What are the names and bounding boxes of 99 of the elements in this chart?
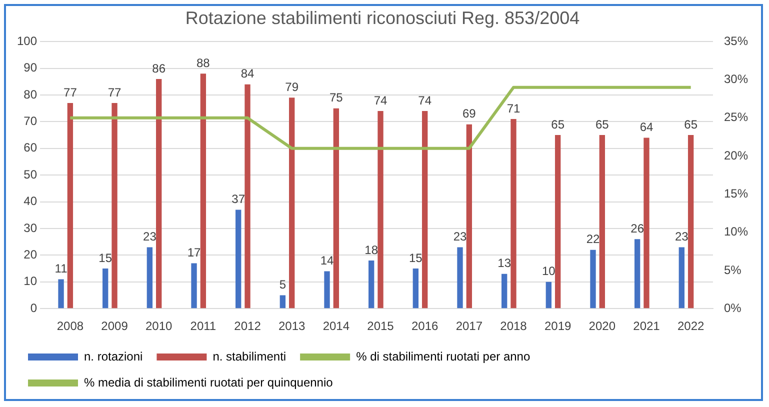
y-tick-label: 80 xyxy=(24,87,38,102)
bar xyxy=(200,74,206,308)
bar xyxy=(501,274,508,308)
x-tick-label: 2018 xyxy=(500,319,528,334)
chart-title: Rotazione stabilimenti riconosciuti Reg. 853/2004 xyxy=(185,8,580,28)
bar xyxy=(457,247,463,308)
bar xyxy=(191,263,197,308)
data-label: 23 xyxy=(674,230,689,244)
y-tick-label: 0 xyxy=(30,300,38,315)
x-tick-label: 2016 xyxy=(411,319,439,334)
bar xyxy=(67,103,74,308)
x-tick-label: 2022 xyxy=(677,319,704,334)
bar xyxy=(466,124,472,308)
y-tick-label: 40 xyxy=(24,194,38,208)
bar xyxy=(236,210,242,308)
data-label: 64 xyxy=(640,120,654,134)
data-label: 15 xyxy=(98,250,112,265)
data-label: 86 xyxy=(152,61,166,76)
data-label: 5 xyxy=(279,278,286,292)
bar xyxy=(678,247,684,308)
y-tick-label: 20 xyxy=(24,248,38,262)
data-label: 88 xyxy=(196,56,210,70)
x-tick-label: 2014 xyxy=(322,319,350,334)
x-tick-label: 2008 xyxy=(56,319,84,334)
data-label: 77 xyxy=(64,85,78,100)
bar xyxy=(546,282,552,308)
y2-tick-label: 0% xyxy=(724,300,742,315)
y-tick-label: 100 xyxy=(16,34,38,48)
data-label: 77 xyxy=(108,85,122,100)
data-label: 79 xyxy=(285,80,299,94)
data-label: 22 xyxy=(586,232,600,246)
bar xyxy=(289,98,295,308)
bar xyxy=(112,103,118,308)
bar xyxy=(156,78,162,308)
bar xyxy=(146,247,153,308)
bar xyxy=(644,138,650,308)
data-label: 11 xyxy=(54,262,68,276)
bar xyxy=(412,268,419,308)
bar xyxy=(280,295,286,308)
data-label: 26 xyxy=(630,221,644,236)
y2-tick-label: 15% xyxy=(724,186,748,200)
bar xyxy=(378,111,384,308)
data-label: 17 xyxy=(187,246,202,260)
x-tick-label: 2009 xyxy=(101,319,128,334)
data-label: 69 xyxy=(462,106,476,121)
bar xyxy=(554,135,561,308)
x-tick-label: 2017 xyxy=(456,319,483,334)
y-tick-label: 10 xyxy=(24,274,38,288)
x-tick-label: 2019 xyxy=(544,319,572,334)
data-label: 74 xyxy=(374,93,388,108)
y2-tick-label: 30% xyxy=(724,72,748,86)
x-tick-label: 2011 xyxy=(190,319,216,334)
data-label: 65 xyxy=(595,117,610,132)
data-label: 75 xyxy=(329,90,344,105)
y2-tick-label: 5% xyxy=(724,262,742,277)
bar xyxy=(333,108,340,308)
x-tick-label: 2015 xyxy=(367,319,394,334)
data-label: 15 xyxy=(408,250,423,265)
y-tick-label: 50 xyxy=(24,167,38,182)
data-label: 23 xyxy=(453,230,467,244)
y-tick-label: 90 xyxy=(24,60,38,75)
x-tick-label: 2010 xyxy=(145,319,173,334)
y2-tick-label: 20% xyxy=(724,148,748,162)
data-label: 14 xyxy=(320,254,334,268)
bar xyxy=(102,268,108,308)
bar xyxy=(422,111,428,308)
data-label: 13 xyxy=(498,256,512,270)
bar xyxy=(324,271,330,308)
y-tick-label: 30 xyxy=(24,220,38,235)
x-tick-label: 2013 xyxy=(278,319,306,334)
data-label: 18 xyxy=(364,242,378,257)
y2-tick-label: 10% xyxy=(724,224,748,239)
legend-label: % media di stabilimenti ruotati per quinquennio xyxy=(84,375,334,390)
bar xyxy=(368,260,374,308)
legend-label: % di stabilimenti ruotati per anno xyxy=(356,349,530,364)
data-label: 65 xyxy=(551,117,565,132)
bar xyxy=(599,135,605,308)
y-tick-label: 60 xyxy=(24,140,38,155)
bar xyxy=(510,119,516,308)
x-tick-label: 2021 xyxy=(633,319,660,334)
bar xyxy=(58,279,64,308)
bar xyxy=(244,84,250,308)
data-label: 84 xyxy=(240,66,255,81)
data-label: 71 xyxy=(506,101,520,116)
x-tick-label: 2020 xyxy=(588,319,616,334)
bar xyxy=(688,135,694,308)
data-label: 10 xyxy=(542,264,556,278)
data-label: 65 xyxy=(684,117,698,132)
bar xyxy=(634,239,640,308)
x-tick-label: 2012 xyxy=(234,319,262,334)
data-label: 23 xyxy=(143,230,157,244)
y2-tick-label: 25% xyxy=(724,110,748,124)
y-tick-label: 70 xyxy=(24,114,38,128)
data-label: 37 xyxy=(232,192,246,206)
data-label: 74 xyxy=(418,93,432,108)
y2-tick-label: 35% xyxy=(724,34,748,48)
legend-label: n. stabilimenti xyxy=(212,349,286,364)
legend-label: n. rotazioni xyxy=(84,349,143,364)
bar xyxy=(590,250,596,308)
